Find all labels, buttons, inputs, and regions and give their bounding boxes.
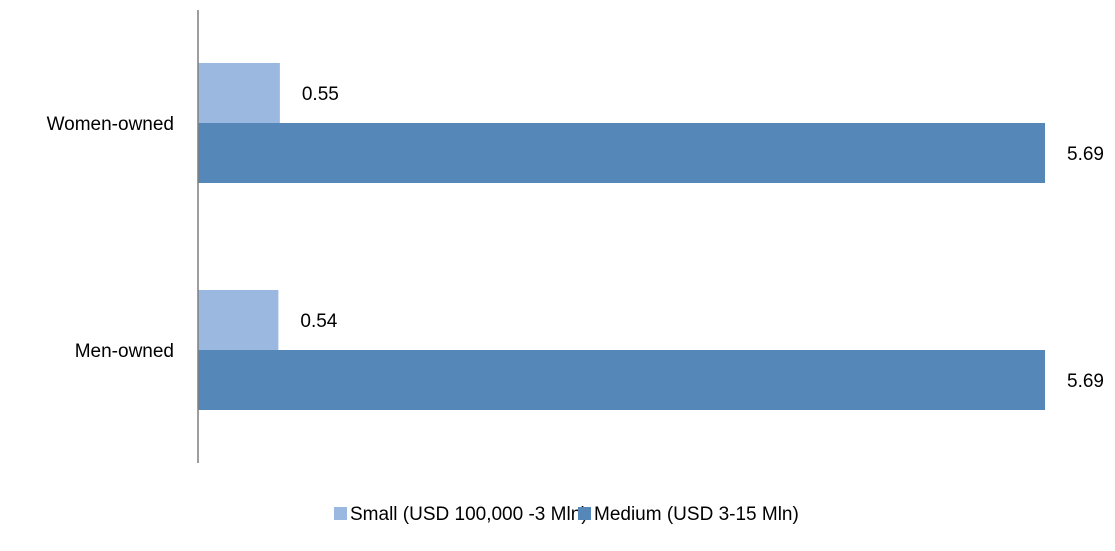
legend-swatch bbox=[578, 507, 591, 520]
bar-medium-usd-3-15-mln-women-owned bbox=[198, 123, 1045, 183]
legend-item-small-usd-100-000-3-mln: Small (USD 100,000 -3 Mln) bbox=[334, 504, 588, 525]
legend-swatch bbox=[334, 507, 347, 520]
data-label-medium-usd-3-15-mln-men-owned: 5.69 bbox=[1067, 371, 1104, 392]
legend-label: Small (USD 100,000 -3 Mln) bbox=[350, 504, 588, 525]
category-labels-group: Women-owned Men-owned bbox=[47, 114, 174, 362]
bar-medium-usd-3-15-mln-men-owned bbox=[198, 350, 1045, 410]
category-label-men-owned: Men-owned bbox=[75, 341, 174, 362]
data-labels-group: 0.55 5.69 0.54 5.69 bbox=[300, 84, 1104, 392]
bar-small-usd-100-000-3-mln-women-owned bbox=[198, 63, 280, 123]
data-label-small-usd-100-000-3-mln-men-owned: 0.54 bbox=[300, 311, 337, 332]
legend: Small (USD 100,000 -3 Mln) Medium (USD 3-… bbox=[334, 504, 799, 525]
legend-item-medium-usd-3-15-mln: Medium (USD 3-15 Mln) bbox=[578, 504, 799, 525]
data-label-medium-usd-3-15-mln-women-owned: 5.69 bbox=[1067, 144, 1104, 165]
data-label-small-usd-100-000-3-mln-women-owned: 0.55 bbox=[302, 84, 339, 105]
bar-small-usd-100-000-3-mln-men-owned bbox=[198, 290, 279, 350]
bars-group bbox=[198, 63, 1045, 410]
category-label-women-owned: Women-owned bbox=[47, 114, 174, 135]
legend-label: Medium (USD 3-15 Mln) bbox=[594, 504, 799, 525]
